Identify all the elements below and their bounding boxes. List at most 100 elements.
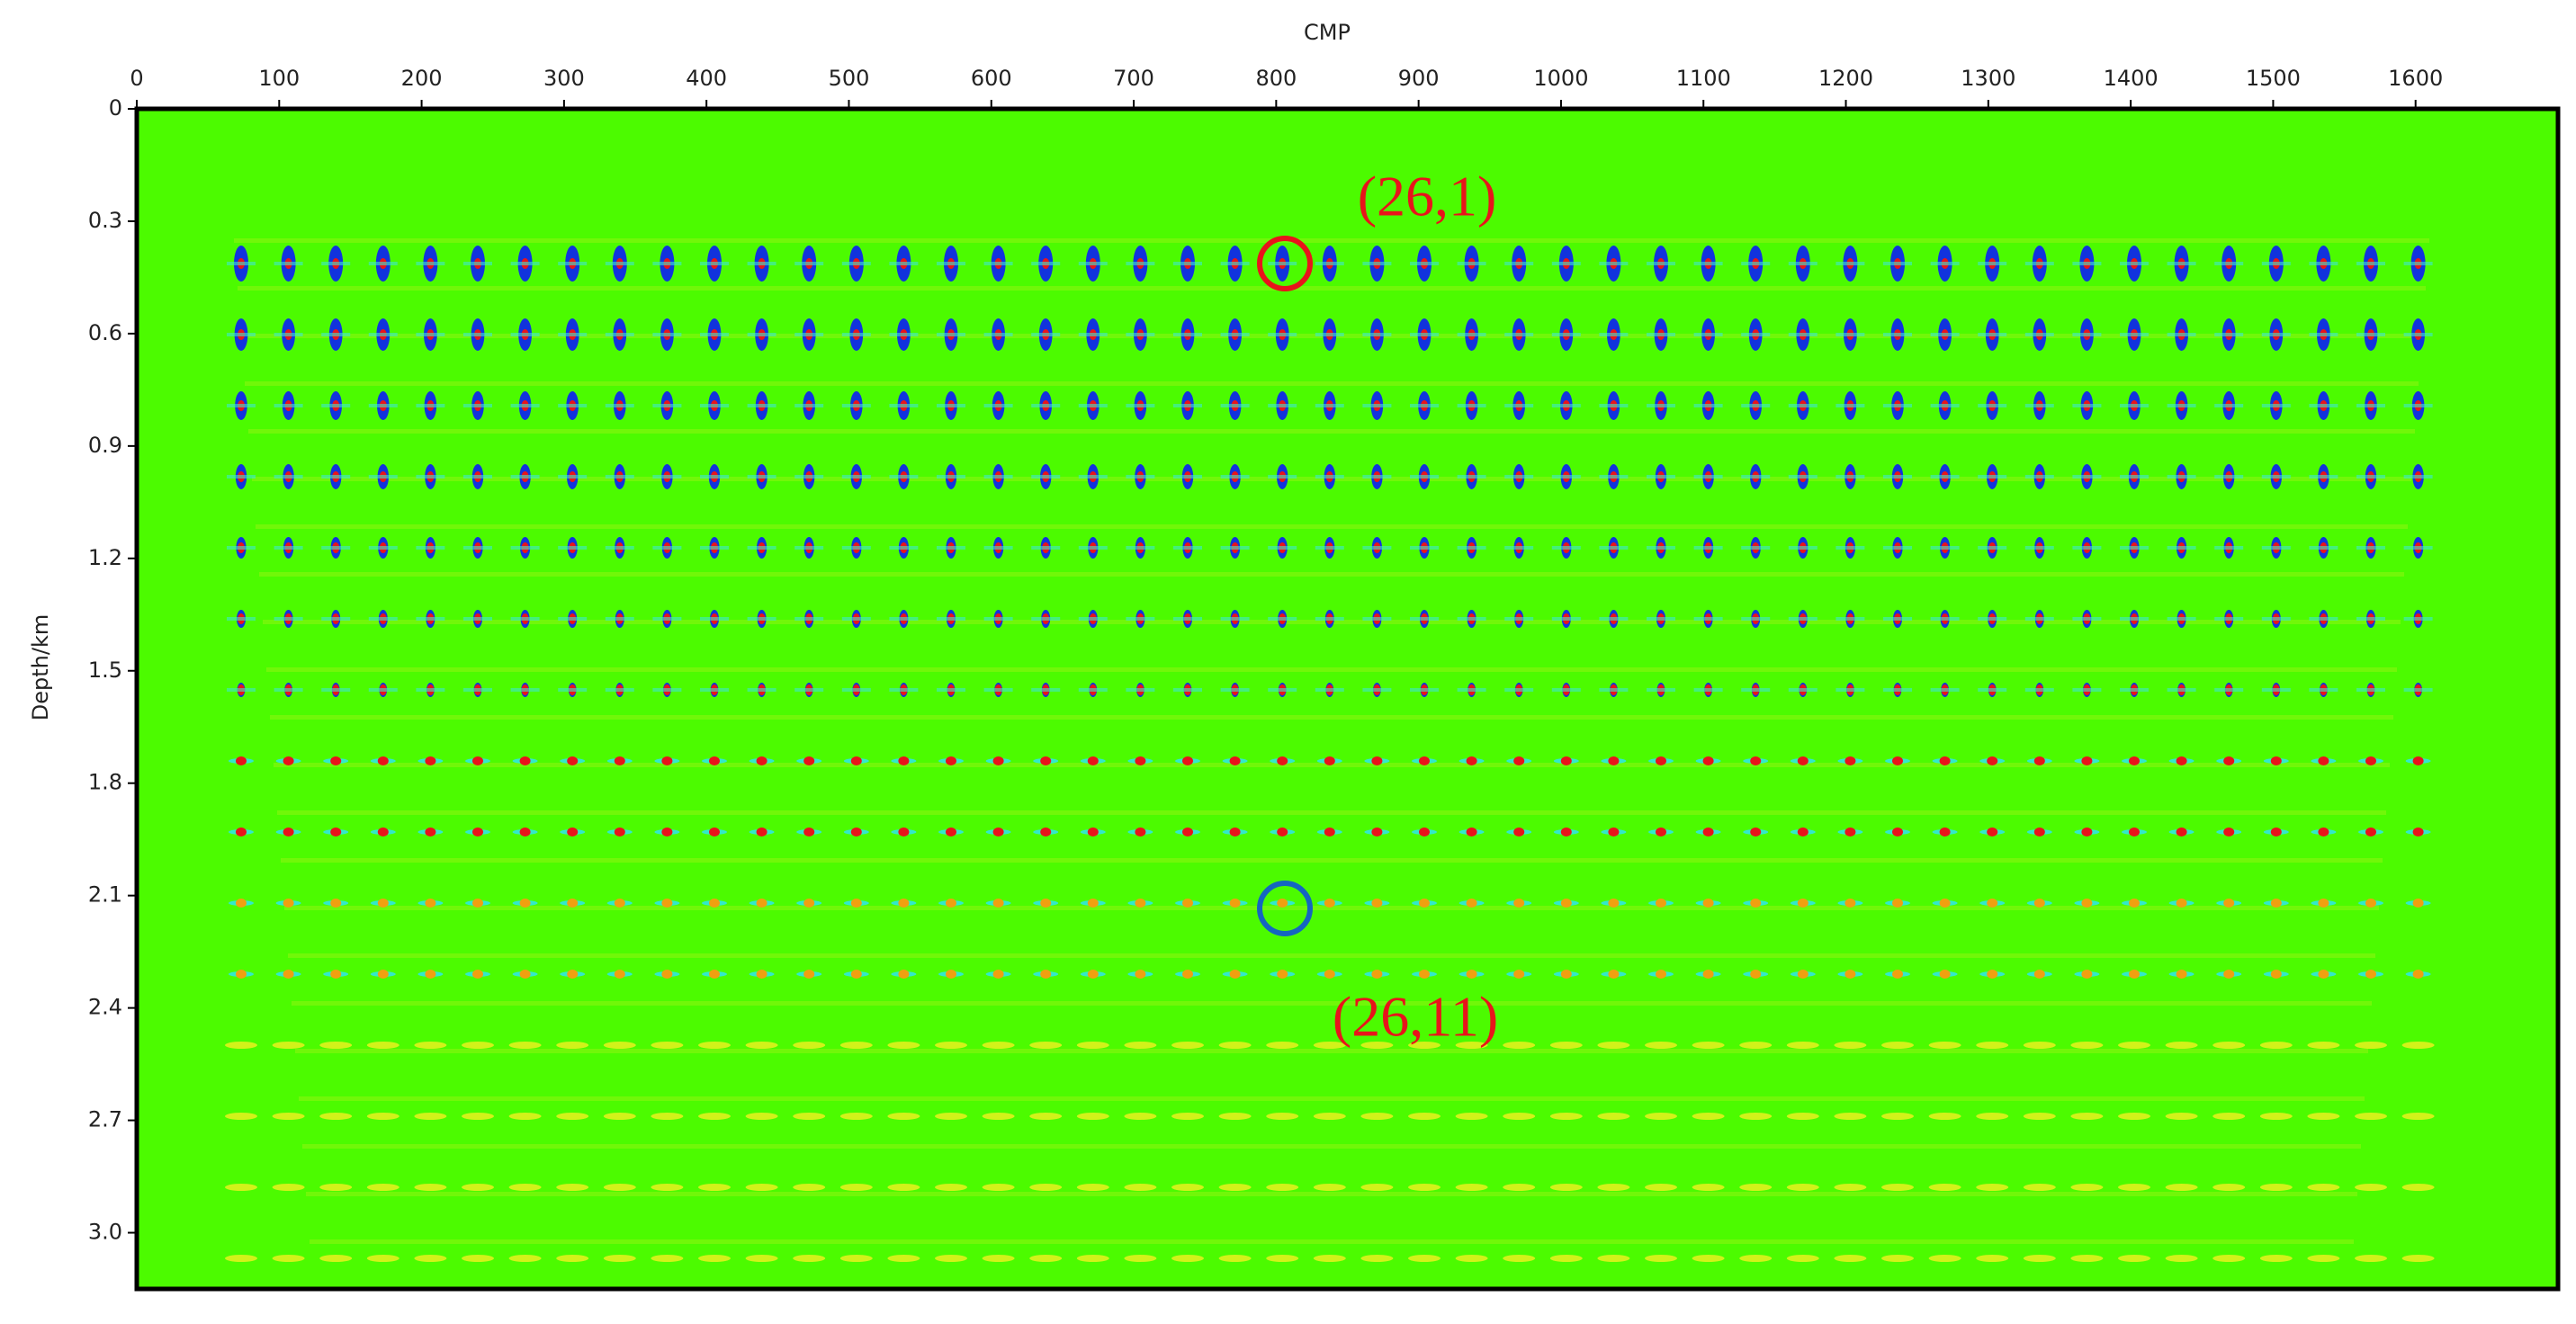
psf-side: [2403, 404, 2433, 407]
marker-circle: [1257, 881, 1313, 936]
psf-dot: [472, 828, 483, 836]
psf-dot: [508, 1255, 542, 1262]
psf-dot: [1645, 1042, 1677, 1049]
psf-dot: [319, 1042, 353, 1049]
psf-dot: [2318, 828, 2329, 836]
psf-side: [841, 546, 871, 550]
psf-side: [700, 262, 729, 265]
psf-dot: [2223, 756, 2235, 765]
psf-dot: [1218, 1113, 1252, 1120]
psf-dot: [1892, 756, 1903, 765]
psf-dot: [709, 970, 720, 979]
psf-dot: [1455, 1255, 1488, 1262]
psf-dot: [1739, 1255, 1773, 1262]
psf-side: [2072, 333, 2102, 336]
psf-dot: [2223, 828, 2235, 836]
psf-dot: [887, 1255, 920, 1262]
psf-side: [937, 404, 965, 407]
psf-dot: [614, 899, 625, 908]
psf-dot: [2212, 1042, 2246, 1049]
psf-dot: [1750, 899, 1762, 908]
psf-dot: [425, 756, 436, 765]
psf-dot: [319, 1255, 353, 1262]
x-tick-label: 600: [971, 66, 1012, 91]
psf-side: [1647, 546, 1675, 550]
psf-side: [558, 475, 588, 479]
psf-dot: [414, 1255, 447, 1262]
psf-dot: [803, 828, 815, 836]
psf-dot: [2212, 1184, 2246, 1191]
psf-side: [747, 475, 776, 479]
psf-side: [1362, 546, 1392, 550]
psf-dot: [1124, 1255, 1157, 1262]
psf-side: [2356, 617, 2385, 621]
psf-dot: [462, 1113, 494, 1120]
psf-side: [700, 688, 729, 692]
psf-dot: [1135, 970, 1146, 979]
psf-dot: [661, 970, 673, 979]
psf-side: [227, 333, 256, 336]
psf-dot: [1939, 828, 1951, 836]
psf-side: [1504, 688, 1534, 692]
psf-dot: [2081, 756, 2093, 765]
x-tick-label: 200: [401, 66, 443, 91]
psf-dot: [1797, 970, 1809, 979]
psf-dot: [1408, 1184, 1441, 1191]
psf-side: [510, 475, 540, 479]
psf-dot: [1834, 1042, 1867, 1049]
annotation: (26,11): [1333, 985, 1498, 1049]
psf-dot: [2212, 1255, 2246, 1262]
psf-side: [1078, 475, 1108, 479]
psf-side: [2072, 688, 2102, 692]
psf-side: [510, 546, 540, 550]
psf-side: [1930, 546, 1960, 550]
psf-dot: [2270, 828, 2282, 836]
psf-side: [1173, 475, 1202, 479]
psf-side: [321, 262, 351, 265]
psf-side: [889, 617, 919, 621]
streak: [259, 572, 2404, 577]
psf-dot: [614, 970, 625, 979]
psf-dot: [614, 756, 625, 765]
psf-dot: [1313, 1255, 1346, 1262]
psf-dot: [698, 1042, 731, 1049]
psf-side: [794, 404, 824, 407]
psf-dot: [839, 1184, 873, 1191]
psf-dot: [2307, 1255, 2340, 1262]
psf-side: [1268, 404, 1297, 407]
psf-side: [510, 617, 540, 621]
psf-dot: [1834, 1255, 1867, 1262]
psf-dot: [1266, 1184, 1299, 1191]
psf-dot: [756, 970, 767, 979]
psf-side: [841, 404, 871, 407]
psf-side: [1930, 262, 1960, 265]
psf-side: [1315, 475, 1344, 479]
streak: [302, 1144, 2361, 1149]
psf-dot: [1455, 1042, 1488, 1049]
psf-side: [368, 404, 398, 407]
psf-dot: [745, 1184, 778, 1191]
psf-side: [700, 404, 729, 407]
psf-dot: [1218, 1042, 1252, 1049]
psf-side: [227, 688, 256, 692]
psf-side: [1173, 688, 1202, 692]
psf-side: [652, 617, 682, 621]
psf-side: [937, 546, 965, 550]
psf-side: [2403, 262, 2433, 265]
psf-side: [1410, 475, 1439, 479]
x-tick-label: 400: [686, 66, 727, 91]
psf-side: [1031, 688, 1061, 692]
psf-dot: [992, 899, 1004, 908]
psf-dot: [1513, 756, 1525, 765]
psf-dot: [1360, 1113, 1394, 1120]
psf-dot: [1040, 899, 1052, 908]
streak: [284, 906, 2379, 910]
psf-dot: [1466, 899, 1477, 908]
psf-dot: [2023, 1184, 2056, 1191]
psf-dot: [2023, 1255, 2056, 1262]
psf-dot: [1597, 1113, 1630, 1120]
psf-side: [2214, 404, 2244, 407]
psf-dot: [1182, 828, 1193, 836]
psf-side: [1599, 404, 1629, 407]
psf-dot: [2412, 828, 2424, 836]
